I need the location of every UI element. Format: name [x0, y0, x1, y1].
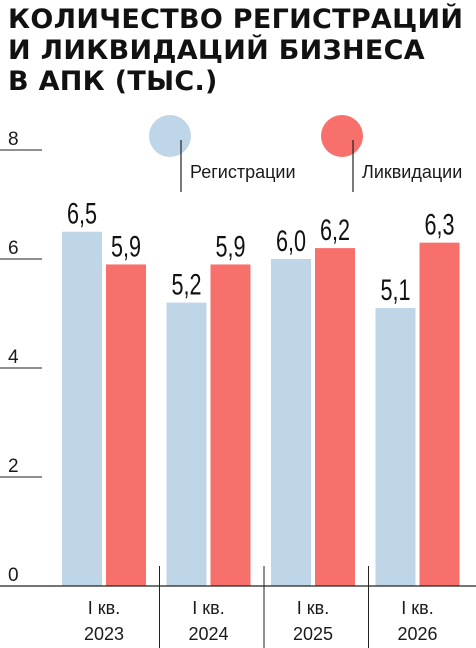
data-label: 5,2: [171, 267, 201, 301]
x-tick-label: I кв.: [401, 598, 433, 618]
y-tick-label: 4: [8, 347, 19, 368]
data-label: 6,3: [424, 207, 454, 241]
bar: [419, 242, 460, 586]
legend-label: Ликвидации: [362, 162, 462, 182]
data-label: 5,9: [111, 229, 141, 263]
bar: [375, 308, 416, 586]
data-label: 5,9: [215, 229, 245, 263]
legend-label: Регистрации: [190, 162, 296, 182]
x-tick-label: 2023: [84, 624, 124, 644]
bar: [166, 302, 207, 586]
x-tick-label: I кв.: [297, 598, 329, 618]
data-label: 6,0: [276, 223, 306, 257]
chart-title: КОЛИЧЕСТВО РЕГИСТРАЦИЙ И ЛИКВИДАЦИЙ БИЗН…: [8, 4, 464, 97]
y-tick-label: 8: [8, 129, 19, 150]
bar: [315, 248, 355, 586]
legend-swatch: [149, 115, 191, 157]
x-tick-label: 2026: [397, 624, 437, 644]
x-tick-label: I кв.: [192, 598, 224, 618]
legend-swatch: [321, 115, 363, 157]
y-tick-label: 2: [8, 456, 19, 477]
data-label: 6,5: [67, 196, 97, 230]
x-tick-label: 2025: [293, 624, 333, 644]
data-label: 5,1: [380, 273, 410, 307]
y-tick-label: 0: [8, 565, 19, 586]
bar: [210, 264, 251, 586]
bar: [271, 259, 311, 586]
bar: [106, 264, 146, 586]
x-tick-label: I кв.: [88, 598, 120, 618]
data-label: 6,2: [320, 213, 350, 247]
x-tick-label: 2024: [188, 624, 228, 644]
bar: [62, 231, 102, 586]
y-tick-label: 6: [8, 238, 19, 259]
